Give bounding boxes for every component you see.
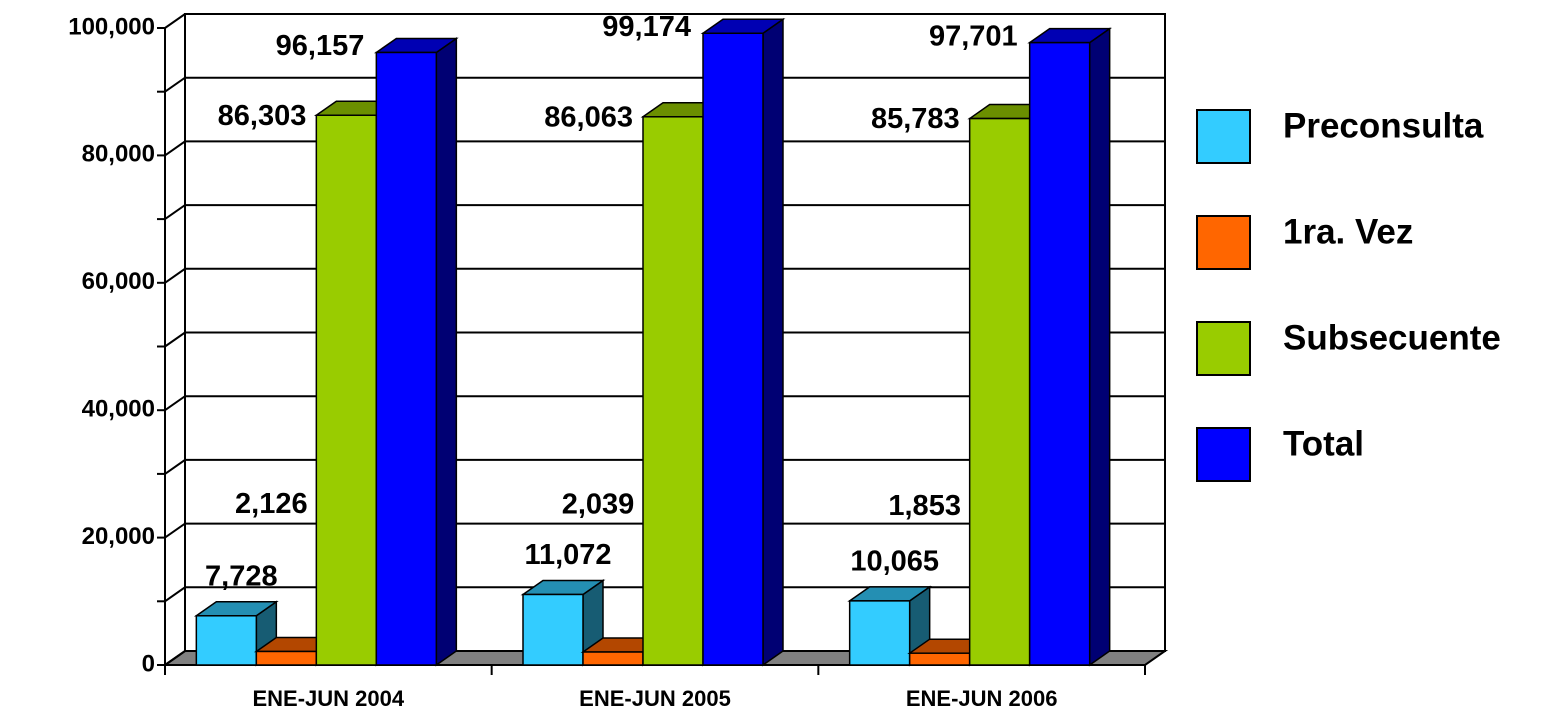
grid-line: [164, 76, 1165, 93]
grid-line: [164, 331, 1165, 348]
bar-side: [762, 17, 784, 667]
y-tick-label: 100,000: [68, 13, 155, 40]
value-label: 7,728: [205, 560, 278, 592]
bar-front: [642, 116, 704, 666]
bar-front: [522, 593, 584, 666]
grid-line: [164, 458, 1165, 475]
value-label: 10,065: [850, 546, 939, 578]
y-tick-label: 40,000: [82, 396, 155, 423]
bar-front: [375, 51, 438, 666]
grid-line: [164, 522, 1165, 539]
value-label: 99,174: [602, 11, 691, 43]
bar: [1027, 27, 1113, 667]
legend-swatch: [1196, 321, 1251, 376]
legend-swatch: [1196, 215, 1251, 270]
bar-front: [968, 117, 1031, 666]
bar-front: [848, 600, 911, 666]
grid-line: [164, 395, 1165, 412]
x-tick-label: ENE-JUN 2004: [253, 686, 405, 711]
legend-label: 1ra. Vez: [1283, 212, 1413, 251]
value-label: 96,157: [276, 30, 365, 62]
value-label: 11,072: [524, 539, 611, 571]
bar-front: [315, 114, 378, 666]
bar-front: [1028, 41, 1091, 666]
bar: [520, 579, 606, 667]
legend-label: Total: [1283, 424, 1364, 463]
value-label: 86,063: [544, 101, 633, 133]
y-tick-label: 0: [142, 650, 155, 677]
y-tick-label: 20,000: [82, 523, 155, 550]
grid-line: [164, 140, 1165, 157]
legend-swatch: [1196, 427, 1251, 482]
legend-swatch: [1196, 109, 1251, 164]
bar: [373, 37, 459, 667]
legend-label: Subsecuente: [1283, 318, 1501, 357]
value-label: 1,853: [888, 490, 961, 522]
bar: [193, 600, 279, 667]
bar-front: [908, 652, 971, 666]
value-label: 2,126: [235, 488, 308, 520]
value-label: 85,783: [871, 103, 960, 135]
grid-line: [164, 650, 1165, 666]
value-label: 86,303: [218, 100, 307, 132]
bar-side: [1088, 27, 1111, 667]
bar-front: [195, 615, 258, 666]
x-tick-label: ENE-JUN 2005: [579, 686, 731, 711]
bar-front: [582, 651, 644, 666]
y-tick-label: 60,000: [82, 268, 155, 295]
value-label: 97,701: [929, 20, 1018, 52]
bar-front: [255, 650, 318, 666]
bar-side: [435, 37, 458, 667]
y-tick-label: 80,000: [82, 141, 155, 168]
legend-label: Preconsulta: [1283, 106, 1484, 145]
grid-line: [164, 13, 1165, 29]
bar-front: [702, 32, 764, 666]
value-label: 2,039: [562, 489, 635, 521]
grid-line: [164, 267, 1165, 284]
grid-line: [164, 586, 1165, 603]
bar: [700, 17, 786, 667]
x-tick-label: ENE-JUN 2006: [906, 686, 1058, 711]
grid-line: [164, 204, 1165, 220]
